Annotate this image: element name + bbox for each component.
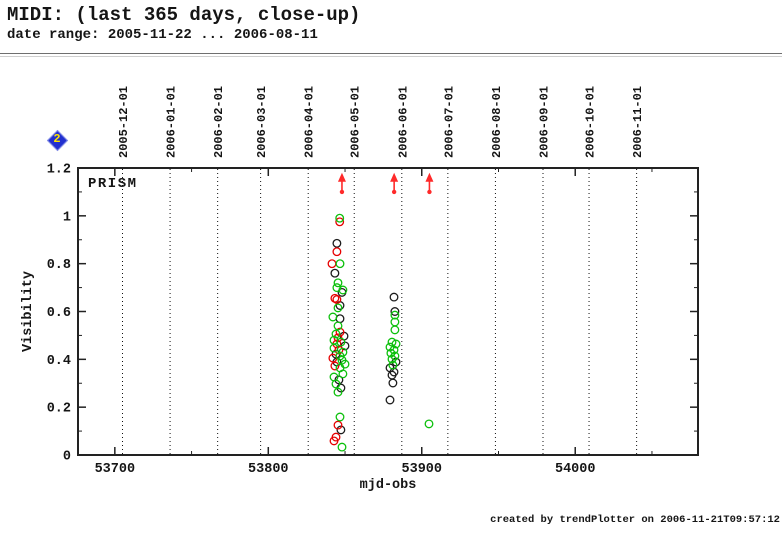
y-axis-title: Visibility	[21, 271, 36, 352]
x-tick-label: 53900	[402, 462, 443, 477]
data-point-green	[338, 369, 348, 379]
date-label-2006-01-01: 2006-01-01	[165, 86, 179, 158]
data-point-green	[335, 412, 345, 422]
date-label-2006-08-01: 2006-08-01	[490, 86, 504, 158]
data-point-green	[387, 354, 397, 364]
header-divider	[0, 53, 782, 57]
data-point-green	[333, 321, 343, 331]
date-label-2006-07-01: 2006-07-01	[442, 86, 456, 158]
data-point-green	[335, 213, 345, 223]
data-point-black	[390, 307, 400, 316]
data-point-green	[328, 312, 338, 322]
page-2-marker-button[interactable]: 2	[46, 129, 69, 152]
data-point-green	[338, 285, 348, 295]
data-point-green	[390, 325, 400, 335]
plot-frame	[77, 167, 699, 456]
y-tick-label: 1.2	[47, 163, 71, 178]
data-point-black	[385, 395, 395, 405]
y-tick-label: 0.8	[47, 258, 71, 273]
page-2-marker-label: 2	[53, 132, 61, 146]
x-axis: 53700 53800 53900 54000	[95, 168, 653, 477]
data-point-green	[337, 442, 347, 452]
y-tick-label: 0.4	[47, 354, 71, 369]
data-point-black	[388, 378, 398, 388]
data-point-red	[335, 217, 345, 227]
data-point-green	[388, 360, 398, 370]
y-tick-label: 0	[63, 450, 71, 465]
arrow-head	[390, 172, 399, 182]
data-point-black	[389, 292, 399, 302]
data-point-green	[389, 345, 399, 355]
data-point-red	[332, 295, 342, 304]
data-point-green	[329, 343, 339, 353]
data-point-green	[331, 379, 341, 389]
date-label-2006-03-01: 2006-03-01	[255, 86, 269, 158]
date-label-2005-12-01: 2005-12-01	[117, 86, 131, 158]
y-axis: 0 0.2 0.4 0.6 0.8 1 1.2	[47, 163, 698, 465]
data-point-green	[333, 278, 343, 288]
date-label-2006-11-01: 2006-11-01	[631, 86, 645, 158]
x-tick-label: 53800	[248, 462, 289, 477]
prism-label: PRISM	[88, 176, 138, 192]
data-point-green	[336, 337, 346, 347]
event-arrow	[337, 172, 346, 195]
data-point-green	[331, 329, 341, 339]
data-point-green	[335, 351, 345, 361]
y-tick-label: 0.2	[47, 402, 71, 417]
arrow-base-dot	[427, 189, 432, 195]
data-point-green	[333, 387, 343, 397]
data-point-black	[335, 314, 345, 324]
x-tick-label: 54000	[555, 462, 596, 477]
event-arrows	[337, 172, 434, 195]
arrow-head	[337, 172, 346, 182]
event-arrow	[425, 172, 434, 195]
created-by-footer: created by trendPlotter on 2006-11-21T09…	[490, 514, 780, 526]
data-point-red	[327, 259, 337, 269]
x-axis-title: mjd-obs	[360, 478, 417, 493]
data-point-green	[390, 310, 400, 320]
month-gridlines	[122, 169, 638, 454]
arrow-base-dot	[339, 189, 345, 195]
date-range-subtitle: date range: 2005-11-22 ... 2006-08-11	[7, 27, 318, 43]
arrow-head	[425, 172, 434, 182]
data-point-black	[336, 425, 346, 435]
event-arrow	[390, 172, 399, 195]
arrow-base-dot	[391, 189, 397, 195]
date-label-2006-04-01: 2006-04-01	[303, 86, 317, 158]
page-title: MIDI: (last 365 days, close-up)	[7, 4, 361, 26]
data-point-green	[333, 303, 343, 313]
data-point-red	[333, 420, 343, 430]
series-green	[328, 213, 434, 452]
date-label-2006-06-01: 2006-06-01	[396, 86, 410, 158]
date-label-2006-02-01: 2006-02-01	[212, 86, 226, 158]
data-point-red	[329, 436, 339, 446]
data-point-green	[424, 419, 434, 429]
date-label-2006-09-01: 2006-09-01	[538, 86, 552, 158]
data-point-red	[332, 247, 342, 257]
data-point-red	[330, 361, 340, 371]
x-tick-label: 53700	[95, 462, 136, 477]
report-header: MIDI: (last 365 days, close-up) date ran…	[7, 4, 360, 43]
series-red	[327, 217, 345, 446]
data-point-green	[332, 283, 342, 293]
data-point-red	[330, 293, 340, 303]
data-point-green	[335, 259, 345, 269]
date-label-2006-05-01: 2006-05-01	[349, 86, 363, 158]
date-label-2006-10-01: 2006-10-01	[584, 86, 598, 158]
data-point-black	[332, 238, 342, 248]
date-axis-labels: 2005-12-01 2006-01-01 2006-02-01 2006-03-01…	[117, 86, 645, 158]
y-tick-label: 1	[63, 210, 71, 225]
y-tick-label: 0.6	[47, 306, 71, 321]
data-point-black	[330, 268, 340, 278]
